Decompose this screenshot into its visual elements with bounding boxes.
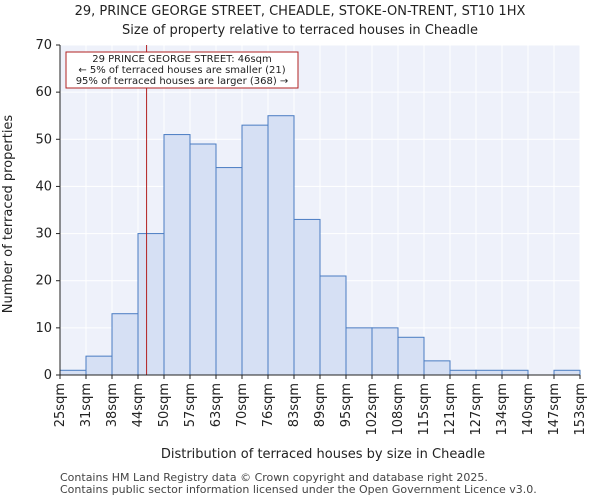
bar-102sqm <box>371 327 399 376</box>
annotation-line-3: 95% of terraced houses are larger (368) … <box>76 76 289 87</box>
x-tick-label: 70sqm <box>235 383 250 427</box>
y-tick-label: 60 <box>35 85 52 100</box>
x-tick-label: 115sqm <box>417 383 432 436</box>
bar-76sqm <box>267 115 295 376</box>
annotation-frame <box>65 51 299 89</box>
x-tick-label: 147sqm <box>547 383 562 436</box>
bar-25sqm <box>59 369 87 376</box>
annotation-line-2: ← 5% of terraced houses are smaller (21) <box>78 65 285 76</box>
bar-147sqm <box>553 369 581 376</box>
x-tick-label: 83sqm <box>287 383 302 427</box>
x-tick-label: 95sqm <box>339 383 354 427</box>
y-tick-label: 10 <box>35 321 52 336</box>
x-tick-label: 89sqm <box>313 383 328 427</box>
bar-63sqm <box>215 167 243 376</box>
y-tick-labels: 0 10 20 30 40 50 60 70 <box>35 38 52 383</box>
x-tick-label: 127sqm <box>469 383 484 436</box>
footer-line-2: Contains public sector information licen… <box>60 483 537 496</box>
x-tick-label: 134sqm <box>495 383 510 436</box>
bar-50sqm <box>163 134 191 376</box>
x-tick-label: 108sqm <box>391 383 406 436</box>
bar-127sqm <box>475 369 503 376</box>
bar-115sqm <box>423 360 451 376</box>
y-axis-label: Number of terraced properties <box>1 115 16 314</box>
x-tick-label: 38sqm <box>105 383 120 427</box>
bar-134sqm <box>501 369 529 376</box>
x-tick-label: 153sqm <box>573 383 588 436</box>
x-axis-label: Distribution of terraced houses by size … <box>161 447 485 462</box>
bar-95sqm <box>345 327 373 376</box>
x-tick-label: 44sqm <box>131 383 146 427</box>
bar-38sqm <box>111 313 139 376</box>
y-tick-label: 20 <box>35 274 52 289</box>
footer-line-1: Contains HM Land Registry data © Crown c… <box>60 471 488 484</box>
x-tick-label: 140sqm <box>521 383 536 436</box>
bar-83sqm <box>293 218 321 376</box>
x-tick-labels: 25sqm 31sqm 38sqm 44sqm 50sqm 57sqm 63sqm 70sqm… <box>53 383 588 436</box>
y-tick-label: 0 <box>44 368 52 383</box>
bar-108sqm <box>397 336 425 376</box>
x-tick-label: 31sqm <box>79 383 94 427</box>
bar-121sqm <box>449 369 477 376</box>
x-tick-label: 25sqm <box>53 383 68 427</box>
bar-44sqm <box>137 233 165 376</box>
axes <box>56 44 581 379</box>
x-tick-label: 50sqm <box>157 383 172 427</box>
chart-subtitle: Size of property relative to terraced ho… <box>122 23 478 38</box>
annotation-box: 29 PRINCE GEORGE STREET: 46sqm ← 5% of t… <box>65 51 299 89</box>
x-tick-label: 57sqm <box>183 383 198 427</box>
x-tick-label: 121sqm <box>443 383 458 436</box>
chart-title: 29, PRINCE GEORGE STREET, CHEADLE, STOKE… <box>75 4 526 19</box>
y-tick-label: 40 <box>35 179 52 194</box>
bar-89sqm <box>319 275 347 376</box>
bar-57sqm <box>189 143 217 376</box>
y-tick-label: 50 <box>35 132 52 147</box>
bars <box>59 115 581 376</box>
x-tick-label: 102sqm <box>365 383 380 436</box>
x-tick-label: 76sqm <box>261 383 276 427</box>
y-tick-label: 30 <box>35 227 52 242</box>
bar-31sqm <box>85 355 113 376</box>
x-tick-label: 63sqm <box>209 383 224 427</box>
annotation-line-1: 29 PRINCE GEORGE STREET: 46sqm <box>92 54 272 65</box>
bar-70sqm <box>241 124 269 376</box>
y-tick-label: 70 <box>35 38 52 53</box>
